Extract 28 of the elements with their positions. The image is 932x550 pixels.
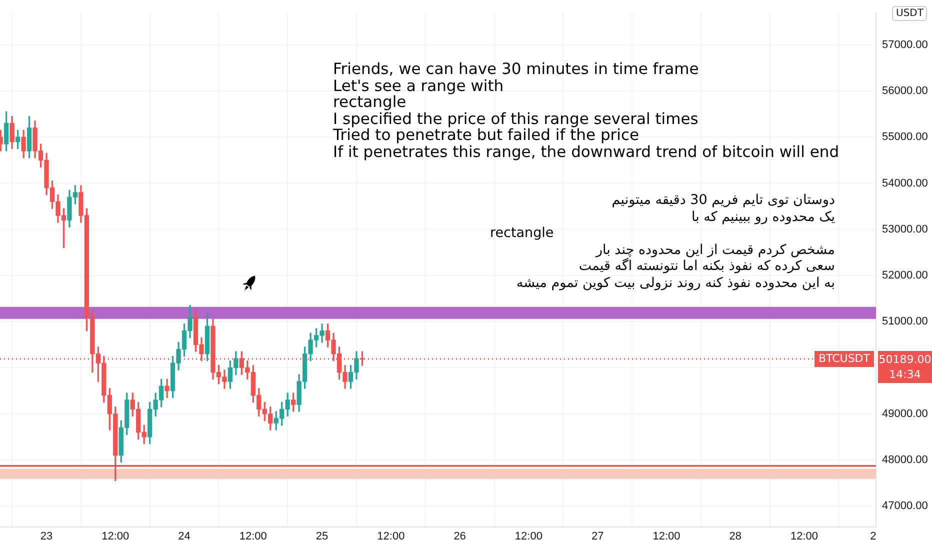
x-tick-label: 12:00: [652, 530, 680, 542]
y-tick-label: 55000.00: [882, 131, 928, 144]
text: 50189.00: [878, 352, 932, 366]
y-tick-label: 57000.00: [882, 38, 928, 51]
x-tick-label: 12:00: [102, 530, 130, 542]
x-tick-label: 2: [870, 530, 876, 542]
text: 14:34: [889, 368, 921, 381]
y-tick-label: 51000.00: [882, 316, 928, 328]
y-tick-label: 48000.00: [882, 454, 928, 466]
x-tick-label: 28: [729, 530, 742, 542]
x-tick-label: 26: [454, 530, 466, 542]
y-axis-title: USDT: [892, 6, 928, 21]
y-tick-label: 52000.00: [882, 269, 928, 282]
x-tick-label: 12:00: [377, 530, 405, 542]
y-tick-label: 56000.00: [882, 85, 928, 98]
x-tick-label: 27: [591, 530, 604, 542]
y-tick-label: 47000.00: [882, 500, 928, 512]
x-tick-label: 12:00: [239, 530, 267, 542]
annotation: Friends, we can have 30 minutes in time frame Let's see a range with rectangle I specified the price of this range several times Tried to penetrate but failed if the price If it penetrates this range, the downward trend of bitcoin will end: [333, 60, 840, 161]
y-tick-label: 53000.00: [882, 223, 928, 236]
ref-line-label: BTCUSDT: [818, 352, 870, 365]
x-tick-label: 25: [316, 530, 328, 542]
y-tick-label: 54000.00: [882, 177, 928, 190]
x-tick-label: 24: [178, 530, 190, 542]
x-tick-label: 12:00: [790, 530, 818, 542]
x-tick-label: 12:00: [514, 530, 542, 542]
y-tick-label: 49000.00: [882, 408, 928, 420]
x-tick-label: 23: [40, 530, 53, 542]
